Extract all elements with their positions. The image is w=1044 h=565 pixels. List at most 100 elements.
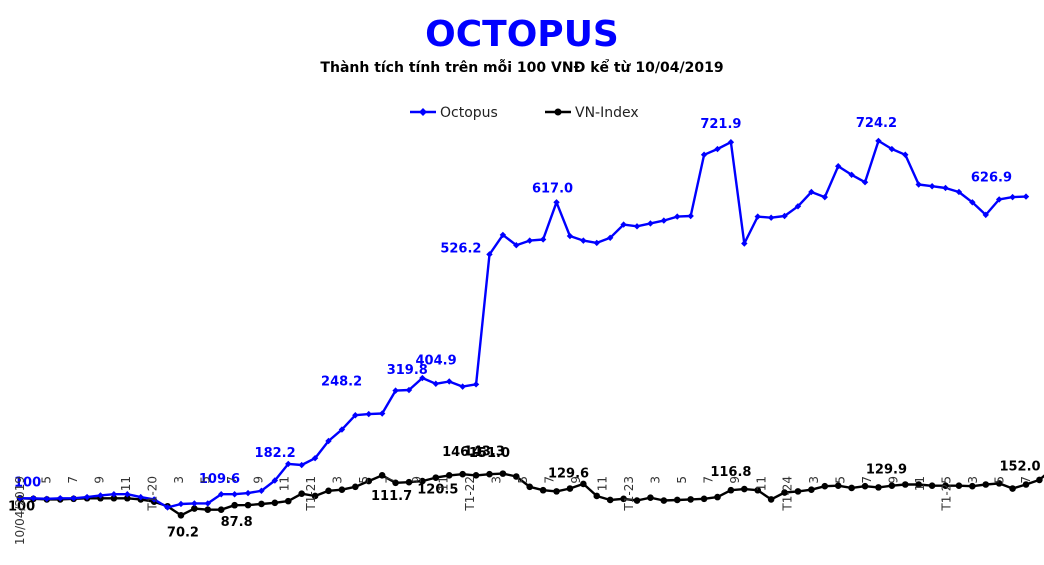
octopus-point	[928, 183, 936, 190]
vnindex-point	[365, 477, 373, 485]
vnindex-point	[928, 482, 936, 489]
x-tick-label: 5	[675, 476, 689, 484]
vnindex-data-label: 151.0	[469, 446, 510, 461]
vnindex-data-label: 120.5	[417, 483, 458, 498]
vnindex-point	[700, 495, 708, 503]
vnindex-point	[901, 481, 909, 488]
octopus-point	[553, 199, 560, 206]
vnindex-point	[566, 485, 574, 492]
x-tick-label: 3	[648, 476, 662, 484]
x-tick-label: T1-24	[781, 476, 795, 512]
vnindex-point	[1022, 481, 1030, 488]
octopus-data-label: 626.9	[971, 171, 1012, 186]
vnindex-point	[445, 472, 453, 479]
vnindex-point	[861, 482, 869, 490]
x-tick-label: 7	[66, 476, 80, 484]
vnindex-point	[606, 496, 614, 504]
legend: Octopus VN-Index	[410, 105, 639, 121]
chart-subtitle: Thành tích tính trên mỗi 100 VNĐ kể từ 1…	[320, 60, 724, 76]
vnindex-point	[177, 512, 185, 519]
octopus-point	[741, 240, 748, 247]
octopus-point	[580, 237, 587, 244]
vnindex-point	[486, 470, 493, 478]
x-tick-label: 9	[410, 476, 424, 484]
vnindex-point	[526, 483, 534, 491]
octopus-data-label: 526.2	[440, 241, 481, 256]
octopus-point	[298, 461, 305, 469]
octopus-line	[20, 139, 1027, 509]
octopus-point	[915, 181, 922, 188]
octopus-point	[70, 495, 77, 502]
octopus-point	[808, 188, 815, 196]
octopus-point	[566, 232, 574, 240]
x-tick-label: 5	[39, 476, 53, 484]
octopus-point	[365, 410, 372, 418]
octopus-point	[633, 223, 641, 230]
x-tick-label: 7	[384, 476, 398, 484]
octopus-point	[43, 495, 51, 503]
vnindex-point	[325, 487, 332, 495]
x-tick-label: 9	[92, 476, 106, 484]
vnindex-point	[110, 494, 118, 502]
octopus-point	[150, 496, 158, 503]
vnindex-point	[432, 474, 440, 481]
octopus-point	[700, 151, 708, 158]
octopus-point	[969, 199, 976, 206]
octopus-point	[794, 203, 802, 210]
octopus-point	[164, 504, 171, 511]
octopus-point	[472, 381, 480, 388]
x-tick-label: 5	[516, 476, 530, 484]
x-tick-label: 5	[357, 476, 371, 484]
x-tick-label: 11	[119, 476, 133, 491]
octopus-point	[982, 211, 989, 219]
vnindex-point	[834, 482, 842, 489]
legend-vnindex-label: VN-Index	[575, 105, 639, 121]
octopus-point	[995, 196, 1003, 203]
vnindex-point	[915, 481, 922, 488]
vnindex-point	[419, 477, 426, 485]
octopus-point	[432, 380, 440, 387]
octopus-point	[311, 454, 319, 462]
vnindex-point	[955, 482, 963, 489]
octopus-point	[888, 145, 896, 153]
octopus-point	[727, 139, 735, 146]
vnindex-data-label: 116.8	[710, 465, 751, 480]
vnindex-point	[1036, 476, 1043, 484]
octopus-point	[83, 493, 91, 501]
octopus-point	[231, 491, 238, 498]
vnindex-point	[620, 495, 627, 503]
octopus-point	[285, 460, 292, 468]
octopus-data-label: 109.6	[199, 472, 240, 487]
vnindex-point	[781, 489, 788, 496]
vnindex-point	[1009, 485, 1016, 492]
vnindex-point	[687, 496, 694, 503]
octopus-point	[204, 500, 211, 507]
octopus-point	[674, 213, 681, 220]
x-tick-label: T1-21	[304, 476, 318, 512]
vnindex-point	[714, 493, 721, 501]
octopus-point	[821, 193, 828, 201]
vnindex-data-label: 111.7	[371, 489, 412, 504]
x-tick-label: 7	[225, 476, 239, 484]
x-tick-label: T1-23	[622, 476, 636, 512]
octopus-point	[405, 386, 413, 394]
vnindex-point	[231, 501, 238, 509]
octopus-point	[378, 410, 386, 417]
vnindex-point	[673, 496, 681, 504]
octopus-data-label: 319.8	[387, 363, 428, 378]
octopus-data-label: 182.2	[255, 446, 296, 461]
octopus-point	[606, 234, 614, 241]
x-tick-label: 5	[198, 476, 212, 484]
octopus-point	[875, 137, 882, 145]
octopus-point	[902, 151, 909, 158]
octopus-point	[124, 491, 131, 498]
vnindex-data-label: 143.3	[464, 445, 505, 460]
octopus-point	[97, 492, 104, 499]
vnindex-data-label: 152.0	[999, 460, 1040, 475]
x-tick-label: 3	[331, 476, 345, 484]
vnindex-point	[217, 506, 225, 513]
octopus-data-label: 404.9	[416, 354, 457, 369]
vnindex-point	[271, 499, 279, 507]
legend-octopus-marker	[419, 108, 427, 116]
octopus-point	[16, 495, 24, 502]
